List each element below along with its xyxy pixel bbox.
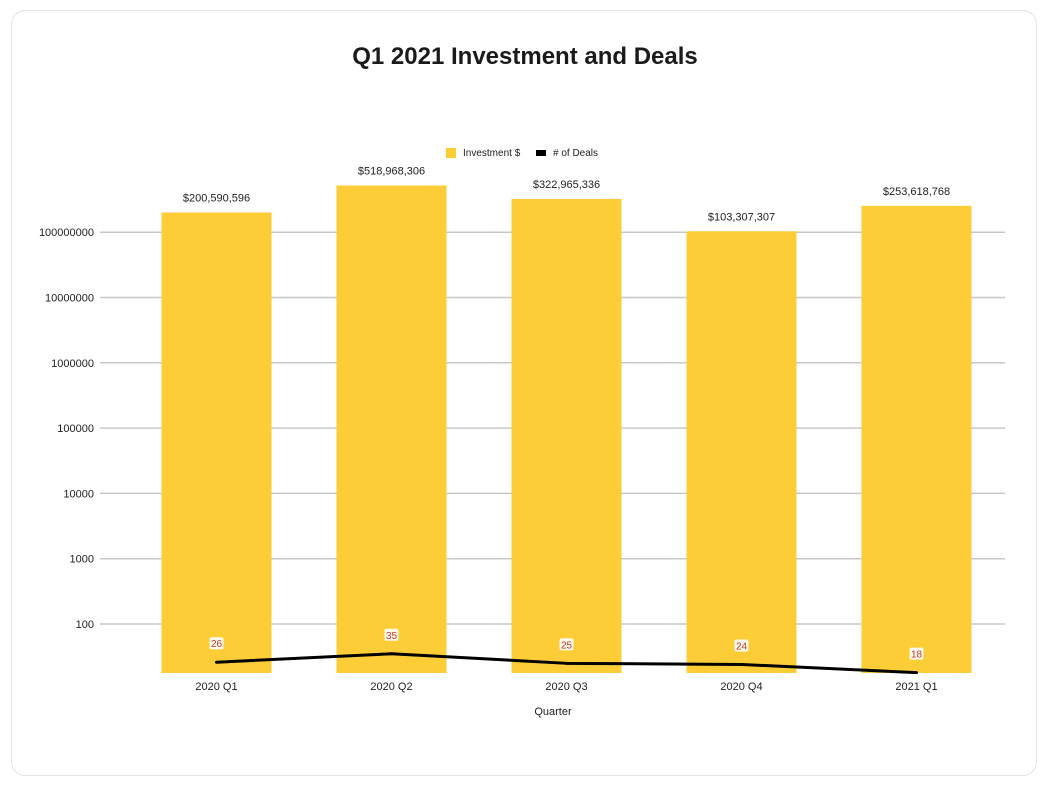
y-tick-label: 100000000 xyxy=(39,227,94,239)
deals-label-bg xyxy=(209,637,224,650)
bar-data-label: $518,968,306 xyxy=(358,166,425,178)
legend-label-deals: # of Deals xyxy=(553,148,598,159)
deals-label-bg xyxy=(559,638,574,651)
deals-label-bg xyxy=(734,639,749,652)
chart-title: Q1 2021 Investment and Deals xyxy=(352,43,698,70)
deals-data-label: 35 xyxy=(386,631,398,642)
y-tick-label: 10000 xyxy=(63,488,94,500)
deals-point xyxy=(915,671,918,675)
x-tick-label: 2021 Q1 xyxy=(895,681,937,693)
legend-swatch-investment xyxy=(446,148,456,158)
deals-data-label: 24 xyxy=(736,641,748,652)
deals-label-bg xyxy=(384,628,399,641)
bar-data-label: $253,618,768 xyxy=(883,186,950,198)
x-axis-ticks: 2020 Q1 2020 Q2 2020 Q3 2020 Q4 2021 Q1 xyxy=(195,681,937,693)
x-tick-label: 2020 Q3 xyxy=(545,681,587,693)
x-tick-label: 2020 Q4 xyxy=(720,681,762,693)
legend: Investment $ # of Deals xyxy=(446,148,598,159)
bar xyxy=(686,231,797,674)
deals-data-labels: 26 35 25 24 18 xyxy=(209,628,924,661)
deals-point xyxy=(390,652,393,656)
bar xyxy=(336,185,447,674)
deals-data-label: 26 xyxy=(211,639,223,650)
x-axis-label: Quarter xyxy=(534,706,572,718)
x-tick-label: 2020 Q1 xyxy=(195,681,237,693)
legend-label-investment: Investment $ xyxy=(463,148,521,159)
y-tick-label: 1000000 xyxy=(51,358,94,370)
bar xyxy=(861,205,972,674)
deals-data-label: 25 xyxy=(561,640,573,651)
y-axis-ticks: 100 1000 10000 100000 1000000 10000000 1000000… xyxy=(39,227,94,631)
y-tick-label: 100000 xyxy=(57,423,94,435)
deals-point xyxy=(740,662,743,666)
bar xyxy=(511,198,622,673)
y-tick-label: 1000 xyxy=(70,554,94,566)
bar-data-label: $322,965,336 xyxy=(533,179,600,191)
x-tick-label: 2020 Q2 xyxy=(370,681,412,693)
y-tick-label: 10000000 xyxy=(45,293,94,305)
bar xyxy=(161,212,272,674)
bars xyxy=(161,185,972,674)
deals-label-bg xyxy=(909,647,924,660)
bar-data-label: $103,307,307 xyxy=(708,211,775,223)
y-tick-label: 100 xyxy=(76,619,94,631)
bar-data-label: $200,590,596 xyxy=(183,192,250,204)
deals-point xyxy=(215,660,218,664)
deals-line xyxy=(215,652,918,675)
bar-data-labels: $200,590,596 $518,968,306 $322,965,336 $103… xyxy=(183,166,950,224)
deals-point xyxy=(565,661,568,665)
deals-data-label: 18 xyxy=(911,650,923,661)
legend-swatch-deals xyxy=(536,150,546,156)
